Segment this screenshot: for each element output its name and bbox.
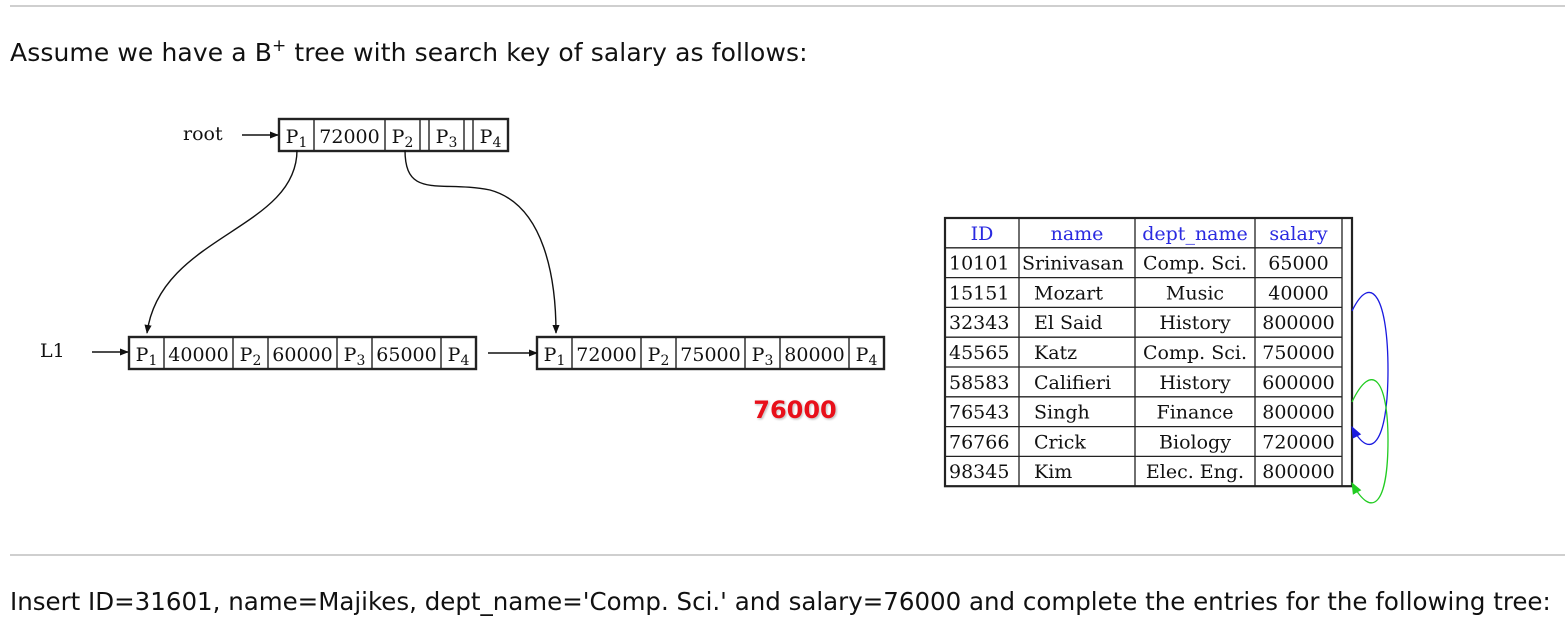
table-cell: 800000: [1262, 312, 1335, 334]
table-cell: Mozart: [1034, 282, 1103, 304]
table-cell: 98345: [949, 461, 1009, 483]
table-cell: El Said: [1034, 312, 1103, 334]
table-cell: Katz: [1034, 342, 1077, 364]
l1-label: L1: [40, 340, 65, 362]
table-cell: Srinivasan: [1022, 253, 1124, 275]
table-cell: 800000: [1262, 402, 1335, 424]
table-cell: Music: [1166, 282, 1224, 304]
key-cell: 75000: [680, 344, 740, 366]
insert-instruction-text: Insert ID=31601, name=Majikes, dept_name…: [10, 587, 1551, 616]
table-cell: Singh: [1034, 402, 1090, 424]
table-header-cell: salary: [1269, 223, 1328, 245]
table-cell: Comp. Sci.: [1143, 342, 1247, 364]
table-cell: 76543: [949, 402, 1009, 424]
leaf-node-right: P1 72000 P2 75000 P3 80000 P4: [535, 335, 886, 371]
table-cell: History: [1159, 372, 1231, 394]
table-cell: 65000: [1268, 253, 1328, 275]
bottom-divider: [10, 554, 1565, 556]
table-cell: 40000: [1268, 282, 1328, 304]
top-divider: [10, 5, 1565, 7]
table-cell: 76766: [949, 431, 1009, 453]
key-cell: 65000: [376, 344, 436, 366]
table-cell: History: [1159, 312, 1231, 334]
table-cell: Comp. Sci.: [1143, 253, 1247, 275]
table-cell: 10101: [949, 253, 1009, 275]
table-cell: 800000: [1262, 461, 1335, 483]
key-cell: 60000: [272, 344, 332, 366]
leaf-left-border: [127, 335, 478, 371]
table-cell: 600000: [1262, 372, 1335, 394]
table-cell: 750000: [1262, 342, 1335, 364]
instructor-table: ID name dept_name salary 10101 Srinivasan Comp…: [943, 216, 1354, 488]
table-header-cell: dept_name: [1142, 223, 1248, 245]
root-label: root: [183, 123, 223, 145]
leaf-right-border: [535, 335, 886, 371]
table-cell: 15151: [949, 282, 1009, 304]
table-cell: 45565: [949, 342, 1009, 364]
table-cell: Crick: [1034, 431, 1086, 453]
table-cell: 720000: [1262, 431, 1335, 453]
root-node-border: [277, 117, 510, 153]
key-cell: 80000: [784, 344, 844, 366]
table-cell: Califieri: [1034, 372, 1111, 394]
root-node: P1 72000 P2 P3 P4: [277, 117, 510, 153]
key-cell: 40000: [168, 344, 228, 366]
new-salary-highlight: 76000: [753, 396, 837, 424]
table-cell: Biology: [1159, 431, 1231, 453]
table-cell: Kim: [1034, 461, 1072, 483]
root-p2-edge: [404, 149, 560, 334]
blue-curved-arrow: [1351, 291, 1389, 446]
table-cell: 58583: [949, 372, 1009, 394]
table-header-cell: ID: [971, 223, 994, 245]
key-cell: 72000: [319, 126, 379, 148]
leaf-node-left: P1 40000 P2 60000 P3 65000 P4: [127, 335, 478, 371]
table-cell: Finance: [1157, 402, 1234, 424]
intro-text: Assume we have a B+ tree with search key…: [10, 36, 808, 67]
key-cell: 72000: [576, 344, 636, 366]
table-header-cell: name: [1051, 223, 1104, 245]
table-cell: Elec. Eng.: [1146, 461, 1244, 483]
table-cell: 32343: [949, 312, 1009, 334]
green-curved-arrow: [1351, 379, 1389, 504]
root-p1-edge: [144, 149, 298, 334]
table-border: [943, 216, 1354, 488]
